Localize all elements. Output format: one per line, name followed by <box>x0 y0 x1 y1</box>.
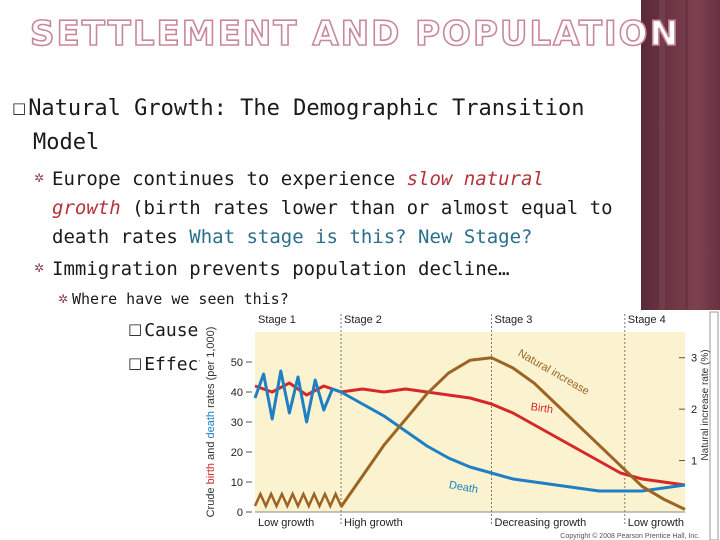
series-label-birth: Birth <box>530 401 554 416</box>
ylabel-part-crude: Crude <box>205 484 217 517</box>
left-tick-0: 0 <box>237 507 243 519</box>
sidebar-stripe <box>659 0 665 540</box>
stage-label-4: Stage 4 <box>628 314 666 326</box>
growth-label-1: Low growth <box>258 517 314 529</box>
bullet-where-seen: ✲ Where have we seen this? <box>58 290 289 308</box>
highlight-growth: growth <box>52 197 121 219</box>
sidebar-stripe-dark <box>685 0 688 540</box>
heading-line-1: □Natural Growth: The Demographic Transit… <box>12 96 584 121</box>
bullet-text: Where have we seen this? <box>72 290 289 308</box>
y-axis-label-right: Natural increase rate (%) <box>700 349 711 460</box>
right-tick-3: 3 <box>691 353 697 365</box>
chart-frame-edge <box>709 311 719 540</box>
growth-label-4: Low growth <box>628 517 684 529</box>
ylabel-part-death: death <box>205 411 217 439</box>
question-stage: What stage is this? New Stage? <box>189 226 533 248</box>
y-axis-label-left: Crude birth and death rates (per 1,000) <box>205 327 217 518</box>
right-tick-2: 2 <box>691 404 697 416</box>
stage-label-1: Stage 1 <box>258 314 296 326</box>
square-bullet-icon: □ <box>12 99 27 117</box>
bullet-text: death rates <box>52 226 190 248</box>
ylabel-part-rates: rates (per 1,000) <box>205 327 217 411</box>
stage1-natural-increase-oscillation <box>253 490 343 510</box>
bullet-text: Immigration prevents population decline… <box>52 258 510 280</box>
left-tick-30: 30 <box>231 417 243 429</box>
gear-bullet-icon: ✲ <box>58 292 69 306</box>
series-line-death <box>253 369 686 493</box>
series-label-death: Death <box>448 479 479 496</box>
bullet-europe-line3: death rates What stage is this? New Stag… <box>52 226 532 248</box>
ylabel-part-and: and <box>205 439 217 463</box>
bullet-immigration: ✲ Immigration prevents population declin… <box>34 258 510 280</box>
right-tick-1: 1 <box>691 456 697 468</box>
growth-label-3: Decreasing growth <box>495 517 587 529</box>
bullet-europe-line2: growth (birth rates lower than or almost… <box>52 197 613 219</box>
ylabel-part-birth: birth <box>205 463 217 484</box>
series-line-birth <box>254 381 686 487</box>
left-tick-50: 50 <box>231 357 243 369</box>
growth-label-2: High growth <box>344 517 403 529</box>
slide-title: SETTLEMENT AND POPULATION <box>29 13 681 55</box>
demographic-transition-chart: Stage 1 Stage 2 Stage 3 Stage 4 Low growth Hi… <box>200 310 720 540</box>
stage-label-3: Stage 3 <box>495 314 533 326</box>
heading-line-2: Model <box>33 130 100 155</box>
left-tick-10: 10 <box>231 477 243 489</box>
bullet-europe-line1: ✲ Europe continues to experience slow na… <box>34 168 544 190</box>
series-line-natural-increase <box>339 356 686 511</box>
square-bullet-icon: □ <box>128 354 143 372</box>
highlight-slow-natural: slow natural <box>406 168 544 190</box>
left-tick-20: 20 <box>231 447 243 459</box>
heading-text: Natural Growth: The Demographic Transiti… <box>28 96 585 121</box>
stage-label-2: Stage 2 <box>344 314 382 326</box>
bullet-text: (birth rates lower than or almost equal … <box>120 197 613 219</box>
square-bullet-icon: □ <box>128 320 143 338</box>
bullet-text: Europe continues to experience <box>52 168 407 190</box>
gear-bullet-icon: ✲ <box>34 171 45 185</box>
gear-bullet-icon: ✲ <box>34 261 45 275</box>
left-tick-40: 40 <box>231 387 243 399</box>
chart-copyright: Copyright © 2008 Pearson Prentice Hall, … <box>560 532 699 540</box>
